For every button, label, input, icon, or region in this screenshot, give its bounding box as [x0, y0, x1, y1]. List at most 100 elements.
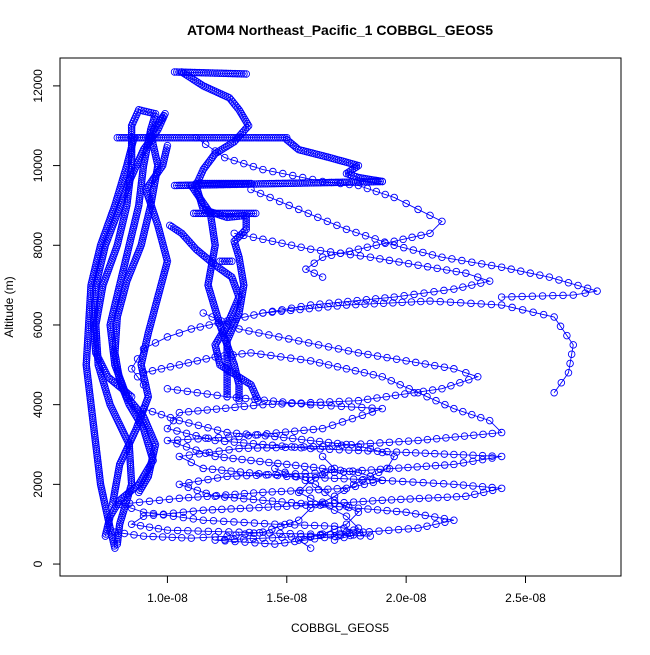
data-point: [139, 380, 148, 389]
data-point: [488, 429, 497, 438]
data-point: [148, 407, 157, 416]
data-point: [137, 484, 145, 493]
data-point: [220, 268, 229, 276]
data-point: [251, 539, 259, 547]
data-point: [127, 504, 136, 513]
data-point: [474, 373, 482, 381]
data-point: [358, 403, 366, 412]
data-point: [450, 365, 458, 373]
data-point: [220, 153, 229, 162]
data-point: [310, 259, 318, 267]
data-point: [518, 306, 527, 314]
data-point: [450, 516, 458, 524]
data-point: [567, 350, 576, 358]
data-point: [199, 533, 207, 542]
data-point: [184, 483, 193, 492]
data-point: [287, 487, 295, 495]
data-point: [247, 185, 255, 194]
data-point: [462, 369, 470, 377]
data-point: [243, 378, 251, 386]
data-point: [230, 438, 239, 446]
data-point: [300, 536, 309, 544]
data-point: [260, 396, 268, 404]
data-point: [263, 444, 271, 452]
data-point: [378, 373, 387, 381]
data-point: [252, 431, 260, 439]
data-point: [306, 544, 315, 552]
data-point: [353, 296, 361, 305]
data-point: [536, 271, 544, 279]
data-point: [277, 487, 286, 496]
data-point: [256, 457, 264, 466]
data-point: [271, 432, 279, 441]
data-point: [163, 333, 172, 341]
data-point: [211, 261, 219, 269]
data-point: [273, 471, 282, 480]
data-point: [194, 421, 203, 430]
data-point: [390, 237, 398, 246]
data-point: [135, 498, 144, 507]
data-point: [245, 327, 253, 335]
data-point: [423, 435, 432, 444]
data-point: [294, 488, 303, 497]
data-marks: [82, 68, 601, 552]
data-point: [352, 228, 360, 237]
data-point: [203, 406, 211, 414]
data-point: [528, 292, 537, 300]
data-point: [265, 458, 273, 467]
data-point: [298, 173, 307, 182]
data-point: [143, 466, 151, 475]
data-point: [126, 402, 135, 411]
data-point: [333, 302, 341, 310]
data-point: [385, 526, 393, 535]
data-point: [173, 526, 182, 535]
data-point: [340, 533, 348, 542]
data-point: [396, 380, 404, 389]
data-point: [300, 521, 309, 529]
data-point: [336, 179, 345, 188]
data-point: [137, 476, 145, 485]
data-point: [336, 249, 345, 257]
data-point: [268, 525, 276, 533]
data-point: [187, 534, 196, 542]
data-point: [179, 508, 188, 516]
data-point: [255, 503, 263, 512]
data-point: [459, 459, 468, 467]
data-point: [374, 468, 383, 477]
data-point: [296, 486, 304, 495]
data-point: [228, 257, 236, 265]
data-point: [170, 224, 178, 232]
data-point: [292, 501, 301, 510]
data-point: [163, 424, 172, 433]
data-point: [222, 323, 230, 331]
data-point: [259, 165, 267, 174]
data-point: [220, 437, 229, 446]
data-point: [383, 447, 391, 456]
data-point: [354, 181, 363, 190]
data-point: [354, 442, 363, 451]
data-point: [390, 452, 398, 461]
data-point: [401, 390, 409, 398]
data-point: [138, 474, 147, 483]
data-point: [387, 496, 396, 504]
track-line: [112, 145, 168, 505]
data-point: [199, 506, 207, 515]
chart-title: ATOM4 Northeast_Pacific_1 COBBGL_GEOS5: [187, 22, 493, 38]
data-point: [395, 258, 403, 266]
data-point: [184, 493, 193, 502]
data-point: [497, 301, 506, 309]
data-point: [462, 269, 470, 277]
data-point: [149, 532, 157, 541]
data-point: [247, 179, 255, 188]
data-point: [216, 257, 224, 265]
data-point: [291, 472, 299, 481]
data-point: [259, 528, 267, 536]
data-point: [311, 469, 319, 477]
data-point: [133, 373, 142, 381]
data-point: [316, 246, 325, 255]
data-point: [175, 480, 184, 489]
data-point: [245, 528, 254, 537]
data-point: [440, 363, 449, 371]
